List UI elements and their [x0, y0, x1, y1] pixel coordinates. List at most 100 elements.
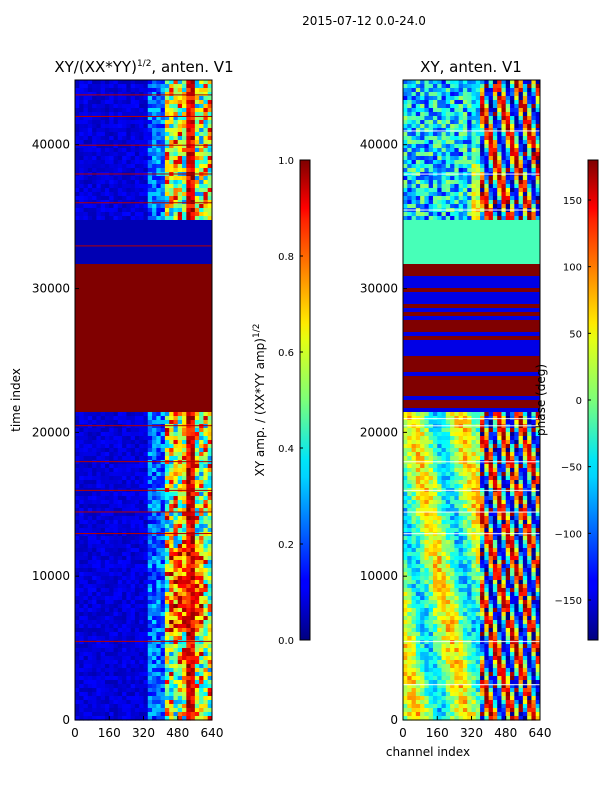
heatmap-cell	[152, 524, 157, 529]
heatmap-cell	[109, 132, 114, 137]
heatmap-cell	[458, 420, 464, 425]
heatmap-row	[75, 380, 212, 385]
heatmap-cell	[152, 572, 157, 577]
heatmap-cell	[87, 444, 93, 449]
heatmap-cell	[122, 448, 127, 453]
heatmap-cell	[164, 568, 170, 573]
heatmap-row	[403, 256, 540, 261]
heatmap-cell	[182, 624, 187, 629]
heatmap-cell	[156, 632, 162, 637]
heatmap-cell	[79, 568, 84, 573]
heatmap-cell	[113, 588, 119, 593]
heatmap-cell	[488, 92, 494, 97]
heatmap-cell	[411, 132, 417, 137]
heatmap-cell	[190, 204, 196, 209]
heatmap-cell	[199, 644, 204, 649]
heatmap-cell	[203, 588, 209, 593]
heatmap-cell	[156, 496, 162, 501]
heatmap-cell	[522, 140, 528, 145]
heatmap-cell	[100, 428, 106, 433]
heatmap-cell	[130, 616, 136, 621]
heatmap-cell	[75, 152, 80, 157]
heatmap-cell	[488, 184, 494, 189]
heatmap-cell	[199, 208, 204, 213]
heatmap-cell	[92, 112, 97, 117]
heatmap-cell	[156, 216, 162, 221]
heatmap-cell	[467, 116, 472, 121]
heatmap-cell	[139, 520, 144, 525]
heatmap-cell	[117, 560, 123, 565]
heatmap-cell	[147, 204, 153, 209]
heatmap-cell	[109, 684, 114, 689]
heatmap-cell	[522, 120, 528, 125]
heatmap-cell	[186, 628, 191, 633]
heatmap-cell	[156, 96, 162, 101]
heatmap-cell	[75, 508, 80, 513]
heatmap-cell	[488, 136, 494, 141]
heatmap-cell	[126, 492, 132, 497]
heatmap-cell	[160, 540, 166, 545]
heatmap-cell	[454, 100, 460, 105]
heatmap-cell	[130, 120, 136, 125]
heatmap-cell	[96, 92, 102, 97]
heatmap-cell	[143, 572, 149, 577]
heatmap-cell	[126, 520, 132, 525]
heatmap-cell	[100, 624, 106, 629]
heatmap-cell	[143, 556, 149, 561]
heatmap-cell	[147, 496, 153, 501]
heatmap-cell	[475, 180, 481, 185]
heatmap-row	[403, 232, 540, 237]
heatmap-cell	[109, 160, 114, 165]
heatmap-cell	[462, 412, 468, 417]
heatmap-cell	[177, 152, 183, 157]
heatmap-cell	[92, 648, 97, 653]
heatmap-cell	[164, 688, 170, 693]
heatmap-cell	[96, 476, 102, 481]
heatmap-cell	[156, 176, 162, 181]
heatmap-cell	[182, 424, 187, 429]
heatmap-cell	[79, 672, 84, 677]
heatmap-cell	[122, 596, 127, 601]
heatmap-cell	[407, 216, 412, 221]
heatmap-cell	[173, 496, 179, 501]
heatmap-cell	[207, 664, 213, 669]
heatmap-cell	[182, 416, 187, 421]
heatmap-cell	[190, 656, 196, 661]
heatmap-cell	[104, 660, 110, 665]
heatmap-cell	[92, 152, 97, 157]
heatmap-cell	[117, 212, 123, 217]
heatmap-cell	[462, 152, 468, 157]
heatmap-cell	[75, 532, 80, 537]
heatmap-cell	[83, 644, 89, 649]
heatmap-cell	[139, 120, 144, 125]
heatmap-cell	[75, 140, 80, 145]
heatmap-cell	[96, 100, 102, 105]
heatmap-cell	[126, 680, 132, 685]
heatmap-cell	[177, 168, 183, 173]
heatmap-cell	[79, 492, 84, 497]
heatmap-cell	[160, 180, 166, 185]
heatmap-cell	[173, 712, 179, 717]
heatmap-cell	[147, 600, 153, 605]
heatmap-cell	[100, 660, 106, 665]
heatmap-cell	[182, 140, 187, 145]
heatmap-cell	[134, 120, 140, 125]
heatmap-cell	[527, 88, 532, 93]
heatmap-cell	[186, 412, 191, 417]
heatmap-cell	[186, 416, 191, 421]
heatmap-cell	[83, 160, 89, 165]
heatmap-cell	[173, 640, 179, 645]
heatmap-cell	[100, 512, 106, 517]
heatmap-cell	[160, 644, 166, 649]
heatmap-cell	[100, 592, 106, 597]
heatmap-cell	[83, 516, 89, 521]
heatmap-cell	[160, 84, 166, 89]
heatmap-cell	[527, 184, 532, 189]
heatmap-cell	[100, 640, 106, 645]
heatmap-cell	[122, 512, 127, 517]
heatmap-cell	[160, 640, 166, 645]
heatmap-cell	[450, 88, 455, 93]
heatmap-cell	[207, 656, 213, 661]
heatmap-cell	[194, 88, 200, 93]
heatmap-cell	[164, 460, 170, 465]
